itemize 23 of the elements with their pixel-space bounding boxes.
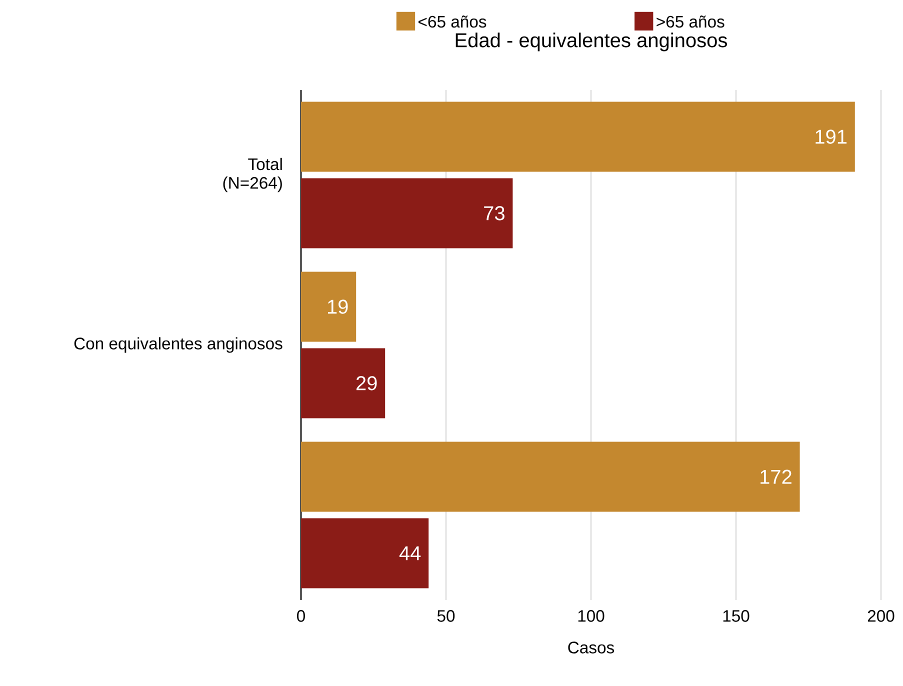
x-tick-label: 150 [723, 610, 750, 622]
y-tick-label: Total (N=264) [223, 158, 282, 192]
bar [301, 518, 429, 588]
bar [301, 272, 356, 342]
data-label: 172 [760, 470, 792, 484]
bar [301, 348, 386, 418]
bar [301, 178, 513, 248]
bar [301, 442, 800, 512]
x-tick-label: 0 [297, 610, 305, 622]
legend-label: <65 años [418, 16, 486, 28]
bar [301, 102, 855, 172]
data-label: 29 [356, 376, 377, 390]
y-tick-label: Con equivalentes anginosos [74, 337, 282, 353]
data-label: 73 [484, 206, 504, 220]
chart-title: Edad - equivalentes anginosos [456, 32, 727, 52]
data-label: 19 [328, 300, 348, 314]
x-axis-title: Casos [568, 642, 614, 654]
x-tick-label: 100 [578, 610, 604, 622]
legend-label: >65 años [656, 16, 724, 28]
data-label: 44 [399, 546, 421, 560]
x-tick-label: 50 [437, 610, 455, 622]
data-label: 191 [816, 130, 847, 144]
x-tick-label: 200 [868, 610, 894, 622]
